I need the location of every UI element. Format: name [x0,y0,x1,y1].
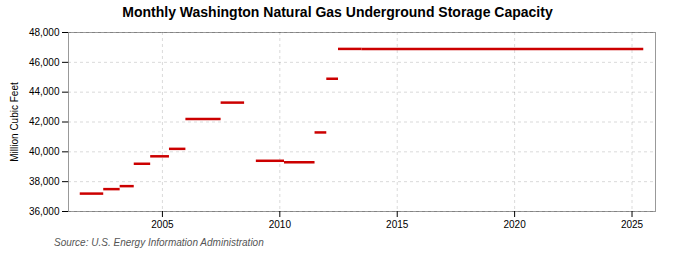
svg-text:48,000: 48,000 [29,27,60,38]
html-text:Monthly Washington Natural Gas: Monthly Washington Natural Gas Undergrou… [122,4,553,20]
svg-text:2015: 2015 [386,219,409,230]
svg-text:44,000: 44,000 [29,86,60,97]
svg-text:2025: 2025 [621,219,644,230]
svg-text:2005: 2005 [151,219,174,230]
svg-text:2020: 2020 [503,219,526,230]
svg-text:38,000: 38,000 [29,176,60,187]
svg-text:Million Cubic Feet: Million Cubic Feet [9,82,20,162]
svg-text:42,000: 42,000 [29,116,60,127]
html-text:Source: U.S. Energy Informatio: Source: U.S. Energy Information Administ… [54,237,264,248]
svg-text:36,000: 36,000 [29,206,60,217]
svg-text:40,000: 40,000 [29,146,60,157]
svg-text:2010: 2010 [269,219,292,230]
svg-text:46,000: 46,000 [29,57,60,68]
